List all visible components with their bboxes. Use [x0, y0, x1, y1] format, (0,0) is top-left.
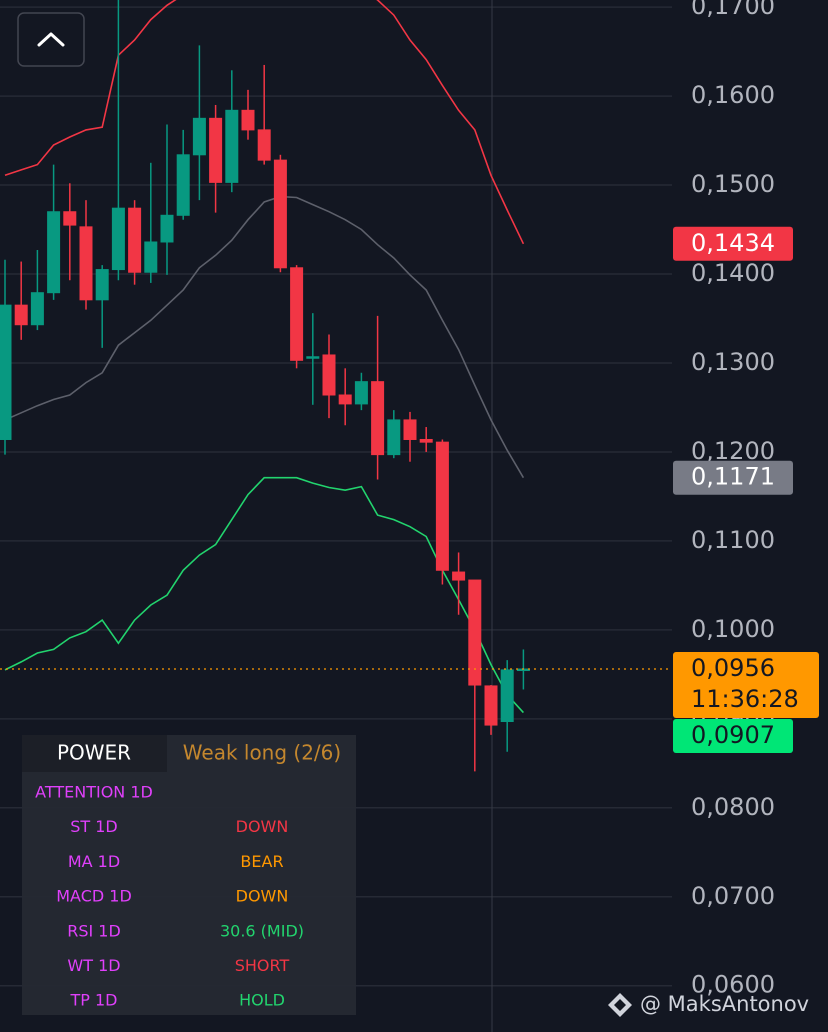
candle-body: [403, 419, 417, 440]
y-tick-label: 0,1500: [691, 170, 775, 198]
candle-body: [290, 267, 304, 361]
candle-body: [468, 579, 482, 686]
candle-body: [47, 211, 61, 294]
candle-body: [371, 381, 385, 456]
band-line: [4, 195, 525, 479]
candle-body: [128, 207, 142, 273]
candles: [0, 0, 530, 772]
candle-body: [241, 109, 255, 131]
indicator-value: DOWN: [236, 817, 289, 836]
chevron-up-icon: [37, 32, 65, 47]
panel-header-cell: [22, 735, 167, 772]
candle-body: [192, 117, 206, 156]
watermark-icon: [608, 993, 632, 1017]
y-tick-label: 0,1400: [691, 259, 775, 287]
candle-body: [209, 117, 223, 183]
candle-body: [306, 356, 320, 359]
candle-body: [435, 441, 449, 571]
indicator-label: MACD 1D: [56, 887, 132, 906]
watermark-text: @ MaksAntonov: [640, 992, 809, 1016]
candle-body: [354, 381, 368, 405]
price-label-box: [673, 226, 793, 261]
candle-body: [225, 109, 239, 183]
candle-body: [95, 269, 109, 301]
y-tick-label: 0,1600: [691, 81, 775, 109]
candle-body: [419, 438, 433, 443]
panel-title: POWER: [57, 741, 131, 765]
candle-body: [176, 154, 190, 216]
countdown-label: 11:36:28: [691, 685, 799, 713]
price-label-box: [673, 719, 793, 754]
candle-body: [500, 669, 514, 723]
price-label: 0,1171: [691, 463, 775, 491]
panel-status: Weak long (2/6): [183, 741, 341, 765]
band-line: [4, 0, 525, 245]
price-labels: 0,1434 0,1171 0,0956 11:36:28 0,0907: [0, 226, 819, 754]
candle-body: [273, 159, 287, 269]
indicator-label: MA 1D: [68, 852, 120, 871]
price-label: 0,0956: [691, 654, 775, 682]
candle-body: [257, 129, 271, 161]
price-label-box: [673, 460, 793, 495]
candle-body: [452, 571, 466, 581]
candle-body: [144, 241, 158, 273]
candle-body: [111, 207, 125, 271]
collapse-button[interactable]: [17, 12, 85, 67]
y-tick-label: 0,1200: [691, 437, 775, 465]
price-label: 0,0907: [691, 721, 775, 749]
price-axis: 0,17000,16000,15000,14000,13000,12000,11…: [691, 0, 775, 999]
y-tick-label: 0,1700: [691, 0, 775, 20]
candle-body: [63, 211, 77, 226]
indicator-label: RSI 1D: [67, 921, 121, 940]
button-frame[interactable]: [17, 12, 85, 67]
indicator-value: HOLD: [239, 991, 285, 1010]
indicator-label: ST 1D: [70, 817, 118, 836]
candle-body: [484, 685, 498, 726]
candle-body: [79, 226, 93, 301]
y-tick-label: 0,1100: [691, 526, 775, 554]
y-tick-label: 0,0700: [691, 882, 775, 910]
candle-body: [338, 394, 352, 405]
power-panel: POWER Weak long (2/6) ATTENTION 1D ST 1D D…: [22, 735, 356, 1015]
indicator-label: ATTENTION 1D: [35, 783, 153, 802]
candle-body: [322, 354, 336, 396]
candle-body: [14, 304, 28, 326]
indicator-label: TP 1D: [69, 991, 117, 1010]
indicator-value: SHORT: [235, 956, 290, 975]
price-label: 0,1434: [691, 229, 775, 257]
y-tick-label: 0,0800: [691, 793, 775, 821]
panel-background: [22, 735, 356, 1015]
candle-body: [30, 292, 44, 326]
y-tick-label: 0,1000: [691, 615, 775, 643]
watermark: @ MaksAntonov: [608, 992, 809, 1017]
indicator-value: DOWN: [236, 887, 289, 906]
candle-body: [387, 419, 401, 456]
candle-body: [160, 214, 174, 243]
candle-body: [0, 304, 12, 440]
indicator-value: 30.6 (MID): [220, 921, 304, 940]
y-tick-label: 0,1300: [691, 348, 775, 376]
indicator-label: WT 1D: [67, 956, 120, 975]
y-tick-label: 0,0600: [691, 971, 775, 999]
price-label-box: [673, 652, 819, 719]
indicator-value: BEAR: [240, 852, 283, 871]
